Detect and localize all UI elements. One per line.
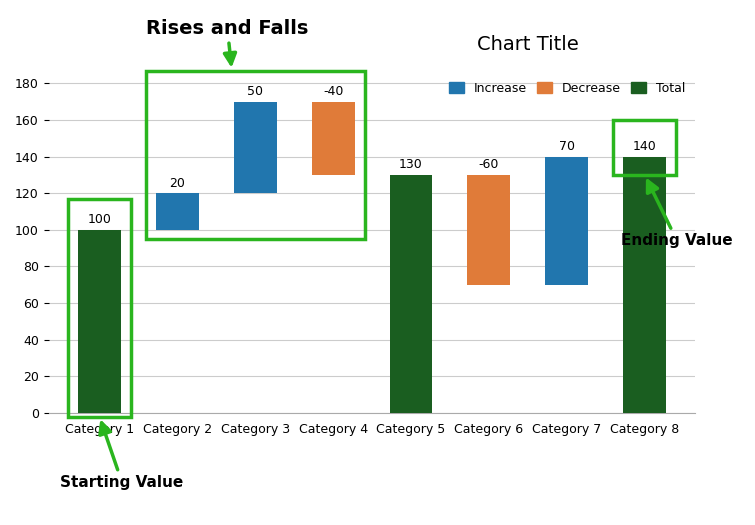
Bar — [234, 102, 276, 193]
Text: Starting Value: Starting Value — [60, 423, 183, 490]
Bar — [78, 230, 121, 413]
Bar — [68, 198, 131, 416]
Text: 70: 70 — [559, 140, 575, 153]
Text: Chart Title: Chart Title — [477, 35, 579, 54]
Text: -40: -40 — [323, 85, 344, 98]
Bar — [545, 156, 588, 285]
Text: 130: 130 — [399, 158, 423, 171]
Text: Ending Value: Ending Value — [621, 181, 733, 248]
Text: 20: 20 — [169, 176, 185, 190]
Bar — [390, 175, 433, 413]
Text: 50: 50 — [247, 85, 263, 98]
Text: 140: 140 — [633, 140, 657, 153]
Text: 100: 100 — [88, 213, 111, 226]
Bar — [146, 70, 365, 239]
Bar — [312, 102, 355, 175]
Bar — [613, 120, 676, 175]
Text: Rises and Falls: Rises and Falls — [146, 18, 309, 64]
Bar — [156, 193, 199, 230]
Legend: Increase, Decrease, Total: Increase, Decrease, Total — [445, 78, 689, 99]
Text: -60: -60 — [479, 158, 499, 171]
Bar — [623, 156, 666, 413]
Bar — [467, 175, 510, 285]
